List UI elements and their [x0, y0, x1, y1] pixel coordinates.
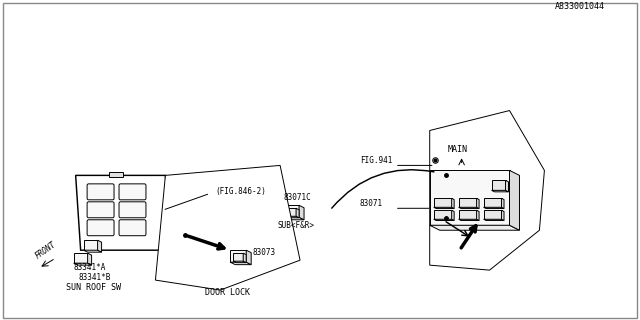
FancyBboxPatch shape [87, 184, 114, 200]
Polygon shape [477, 210, 479, 220]
Text: SUB<F&R>: SUB<F&R> [277, 221, 314, 230]
Polygon shape [484, 210, 502, 219]
Text: 83341*A: 83341*A [74, 263, 106, 272]
Text: 83341*B: 83341*B [79, 273, 111, 282]
Polygon shape [296, 208, 299, 218]
Polygon shape [459, 198, 477, 207]
Text: FIG.941: FIG.941 [360, 156, 392, 165]
Text: MAIN: MAIN [447, 146, 468, 155]
Polygon shape [434, 219, 454, 220]
Polygon shape [286, 216, 299, 218]
Polygon shape [484, 207, 504, 209]
Text: 83073: 83073 [252, 248, 275, 257]
Polygon shape [286, 208, 296, 216]
Polygon shape [452, 198, 454, 209]
Polygon shape [74, 263, 92, 265]
Polygon shape [84, 240, 97, 250]
Polygon shape [283, 217, 304, 220]
Polygon shape [233, 261, 246, 263]
Polygon shape [88, 253, 92, 265]
Polygon shape [156, 165, 300, 290]
Polygon shape [484, 219, 504, 220]
Polygon shape [76, 175, 170, 250]
Polygon shape [492, 190, 509, 192]
Polygon shape [509, 170, 520, 230]
Polygon shape [429, 225, 520, 230]
FancyBboxPatch shape [87, 220, 114, 236]
Polygon shape [283, 205, 299, 217]
FancyBboxPatch shape [87, 202, 114, 218]
Polygon shape [243, 253, 246, 263]
Polygon shape [459, 210, 477, 219]
Polygon shape [459, 207, 479, 209]
Polygon shape [502, 210, 504, 220]
Text: DOOR LOCK: DOOR LOCK [205, 288, 250, 297]
Text: 83071: 83071 [360, 199, 383, 208]
Text: A833001044: A833001044 [554, 2, 604, 11]
Polygon shape [459, 219, 479, 220]
Polygon shape [74, 253, 88, 263]
Polygon shape [434, 210, 452, 219]
Polygon shape [434, 198, 452, 207]
Polygon shape [477, 198, 479, 209]
Polygon shape [233, 253, 243, 261]
Polygon shape [484, 198, 502, 207]
Polygon shape [109, 172, 122, 177]
Text: 83071C: 83071C [283, 193, 311, 202]
FancyBboxPatch shape [119, 220, 146, 236]
Polygon shape [97, 240, 102, 252]
Polygon shape [230, 250, 246, 262]
Polygon shape [452, 210, 454, 220]
Polygon shape [84, 250, 102, 252]
Polygon shape [299, 205, 304, 220]
Text: FRONT: FRONT [34, 240, 58, 260]
Polygon shape [230, 262, 251, 265]
Polygon shape [429, 170, 509, 225]
Text: SUN ROOF SW: SUN ROOF SW [66, 283, 121, 292]
FancyBboxPatch shape [119, 202, 146, 218]
Polygon shape [246, 250, 251, 265]
FancyBboxPatch shape [119, 184, 146, 200]
Text: (FIG.846-2): (FIG.846-2) [215, 187, 266, 196]
Polygon shape [492, 180, 506, 190]
Polygon shape [434, 207, 454, 209]
Polygon shape [502, 198, 504, 209]
Polygon shape [429, 110, 545, 270]
Polygon shape [506, 180, 509, 192]
